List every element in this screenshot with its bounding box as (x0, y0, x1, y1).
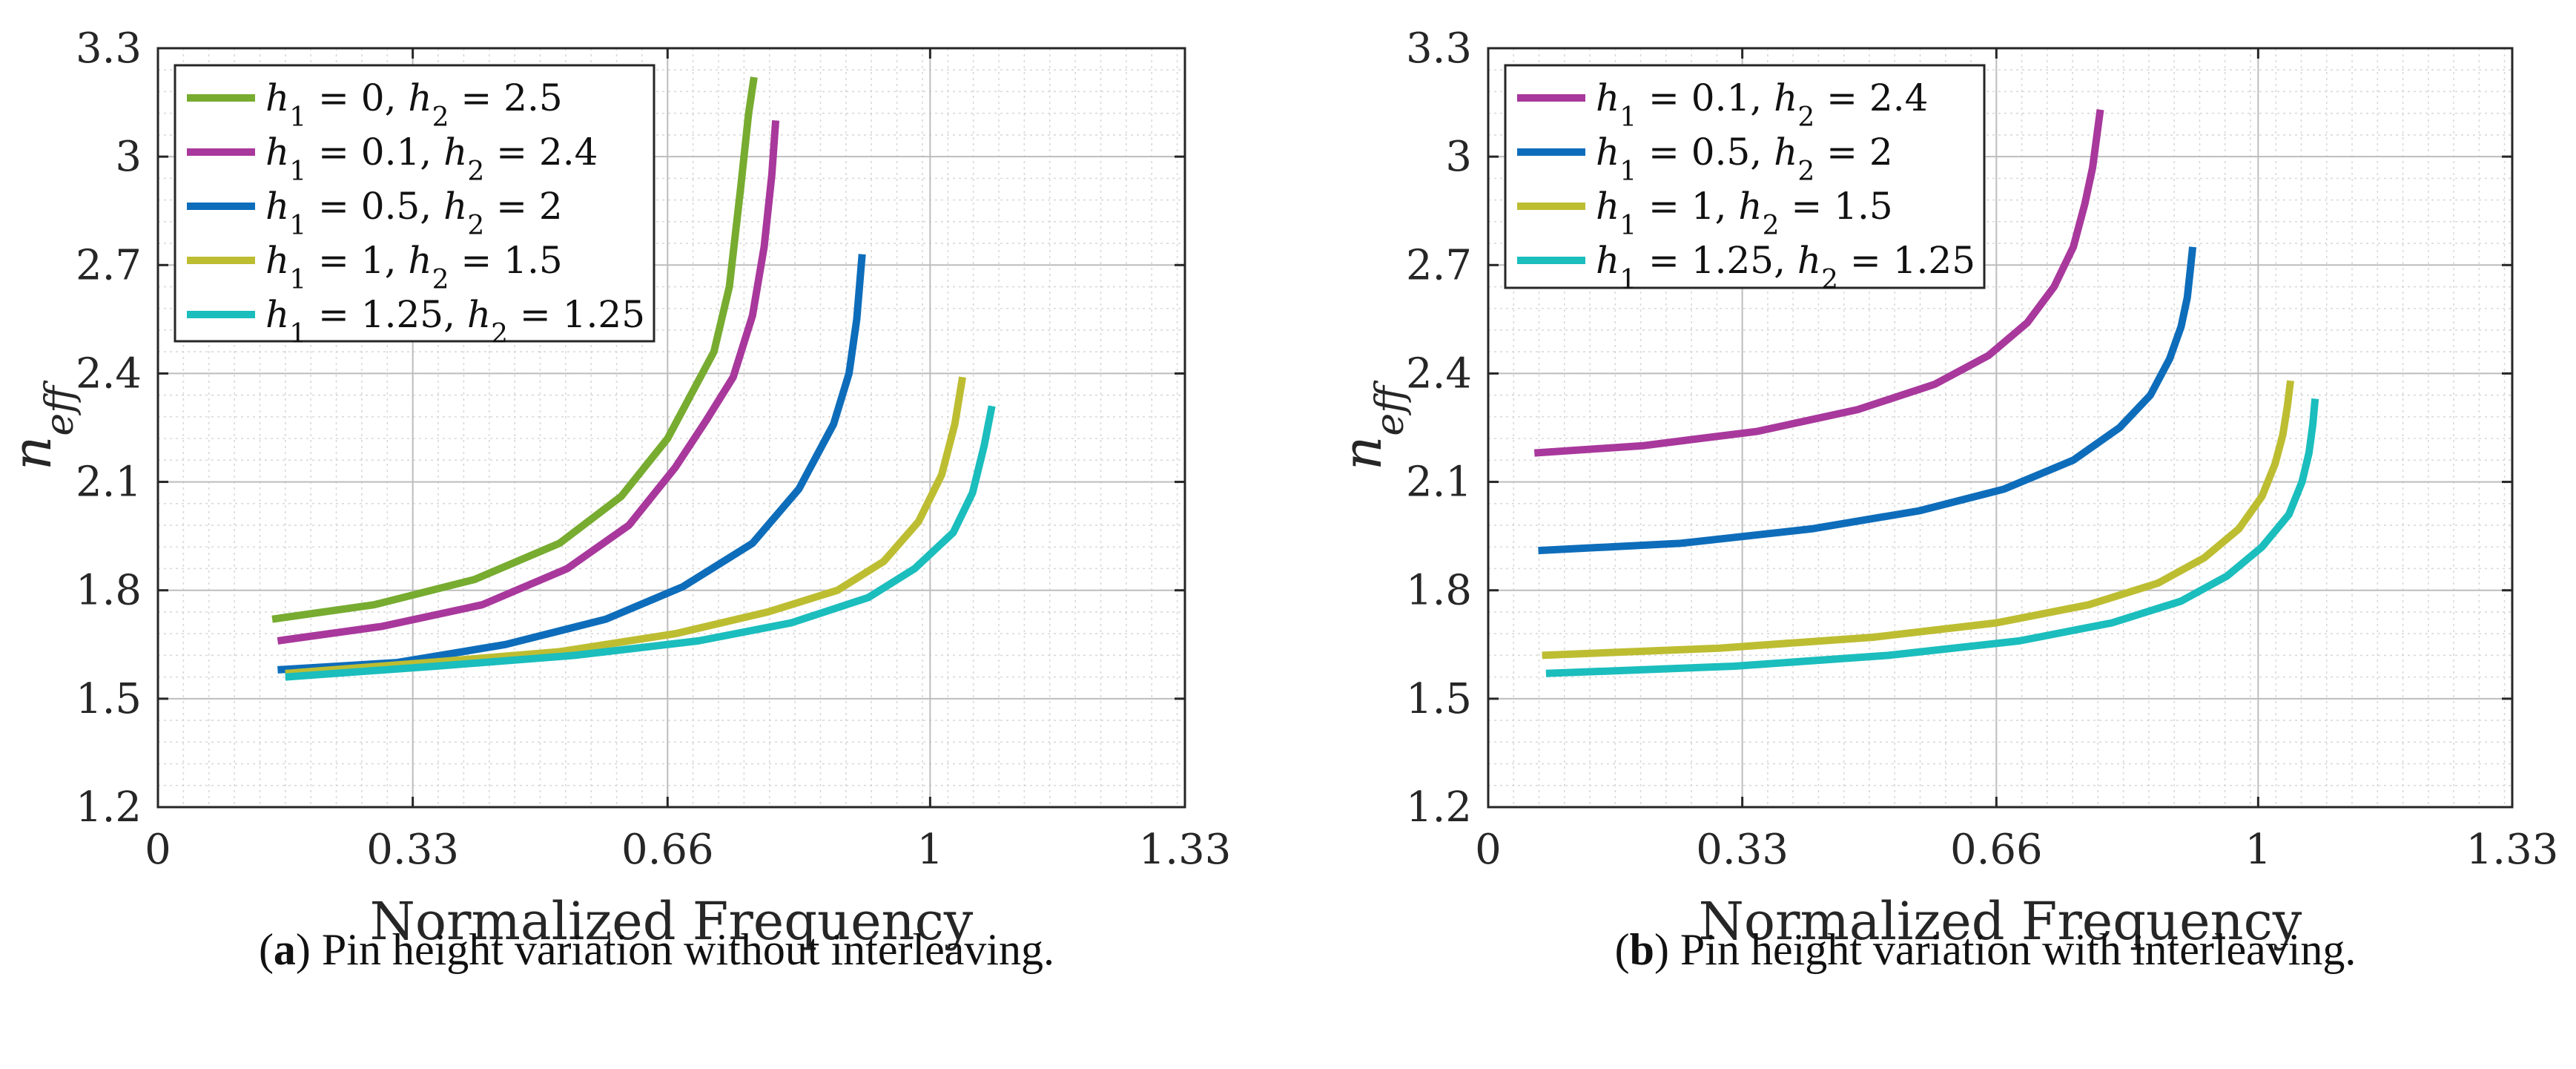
series-line (1533, 109, 2104, 457)
y-tick-label: 3 (115, 133, 142, 181)
y-tick-label: 1.8 (76, 567, 142, 615)
series-line (285, 376, 967, 677)
caption-label: b (1630, 925, 1654, 974)
series-line (277, 120, 780, 645)
legend-entry: h1 = 0.5, h2 = 2 (265, 185, 563, 241)
series-line (1545, 398, 2319, 677)
series-line (271, 76, 758, 623)
series-lines (271, 76, 996, 681)
x-tick-label: 0.33 (366, 826, 459, 874)
x-tick-label: 0 (145, 826, 171, 874)
legend-entry: h1 = 1, h2 = 1.5 (265, 239, 563, 295)
legend-entry: h1 = 0, h2 = 2.5 (265, 76, 563, 133)
y-axis-label: neff (1331, 380, 1413, 470)
caption-label: a (274, 925, 296, 974)
legend-entry: h1 = 1.25, h2 = 1.25 (265, 293, 645, 349)
y-axis-label: neff (1, 380, 82, 470)
y-tick-label: 1.2 (1406, 783, 1472, 832)
x-axis-label: Normalized Frequency (370, 891, 974, 952)
y-tick-label: 2.7 (76, 241, 142, 289)
panel-b: 0 0.33 0.66 1 1.33 1.2 1.5 1.8 2.1 2.4 2.7 3 3.3 Norm… (1331, 24, 2558, 974)
y-tick-label: 1.8 (1406, 567, 1472, 615)
y-axis-label-subscript: eff (1368, 380, 1413, 436)
y-tick-label: 3 (1445, 133, 1472, 181)
legend-entry: h1 = 0.5, h2 = 2 (1596, 131, 1893, 187)
series-line (1538, 246, 2197, 555)
tick-marks (1487, 47, 2514, 809)
y-axis-label-subscript: eff (38, 380, 82, 436)
legend-box (1504, 64, 1986, 289)
axes-box (156, 47, 1186, 809)
x-tick-label: 1 (917, 826, 944, 874)
y-tick-label: 2.1 (76, 458, 142, 507)
caption-text: Pin height variation without interleavin… (322, 925, 1054, 974)
series-line (277, 254, 866, 674)
y-tick-label: 3.3 (1406, 24, 1472, 73)
y-tick-label: 2.4 (1406, 349, 1472, 398)
x-tick-label: 0.33 (1696, 826, 1789, 874)
x-tick-label: 1.33 (2466, 826, 2559, 874)
legend-entry: h1 = 1.25, h2 = 1.25 (1596, 239, 1975, 295)
legend-entry: h1 = 1, h2 = 1.5 (1596, 185, 1893, 241)
caption: (b) Pin height variation with interleavi… (1615, 925, 2357, 974)
y-tick-label: 1.5 (1406, 675, 1472, 723)
y-axis-label-main: n (1331, 436, 1393, 470)
y-tick-label: 2.1 (1406, 458, 1472, 507)
legend: h1 = 0.1, h2 = 2.4h1 = 0.5, h2 = 2h1 = 1… (1504, 64, 1986, 295)
x-tick-label: 0.66 (1950, 826, 2043, 874)
x-tick-label: 1.33 (1139, 826, 1232, 874)
y-tick-label: 1.5 (76, 675, 142, 723)
y-tick-label: 2.4 (76, 349, 142, 398)
axes-box (1487, 47, 2514, 809)
y-axis-label-main: n (1, 436, 63, 470)
series-lines (1533, 109, 2319, 677)
tick-marks (156, 47, 1186, 809)
x-axis-label: Normalized Frequency (1699, 891, 2302, 952)
x-tick-label: 0.66 (621, 826, 714, 874)
y-tick-label: 3.3 (76, 24, 142, 73)
series-line (1542, 380, 2294, 660)
panel-a: 0 0.33 0.66 1 1.33 1.2 1.5 1.8 2.1 2.4 2.7 3 3.3 Norm… (1, 24, 1231, 974)
x-tick-label: 0 (1475, 826, 1502, 874)
legend-entry: h1 = 0.1, h2 = 2.4 (1596, 76, 1928, 133)
caption: (a) Pin height variation without interle… (259, 925, 1054, 974)
caption-text: Pin height variation with interleaving. (1680, 925, 2356, 974)
series-line (285, 405, 996, 681)
x-tick-label: 1 (2245, 826, 2272, 874)
y-tick-label: 1.2 (76, 783, 142, 832)
legend: h1 = 0, h2 = 2.5h1 = 0.1, h2 = 2.4h1 = 0… (174, 64, 655, 349)
y-tick-label: 2.7 (1406, 241, 1472, 289)
legend-entry: h1 = 0.1, h2 = 2.4 (265, 131, 598, 187)
